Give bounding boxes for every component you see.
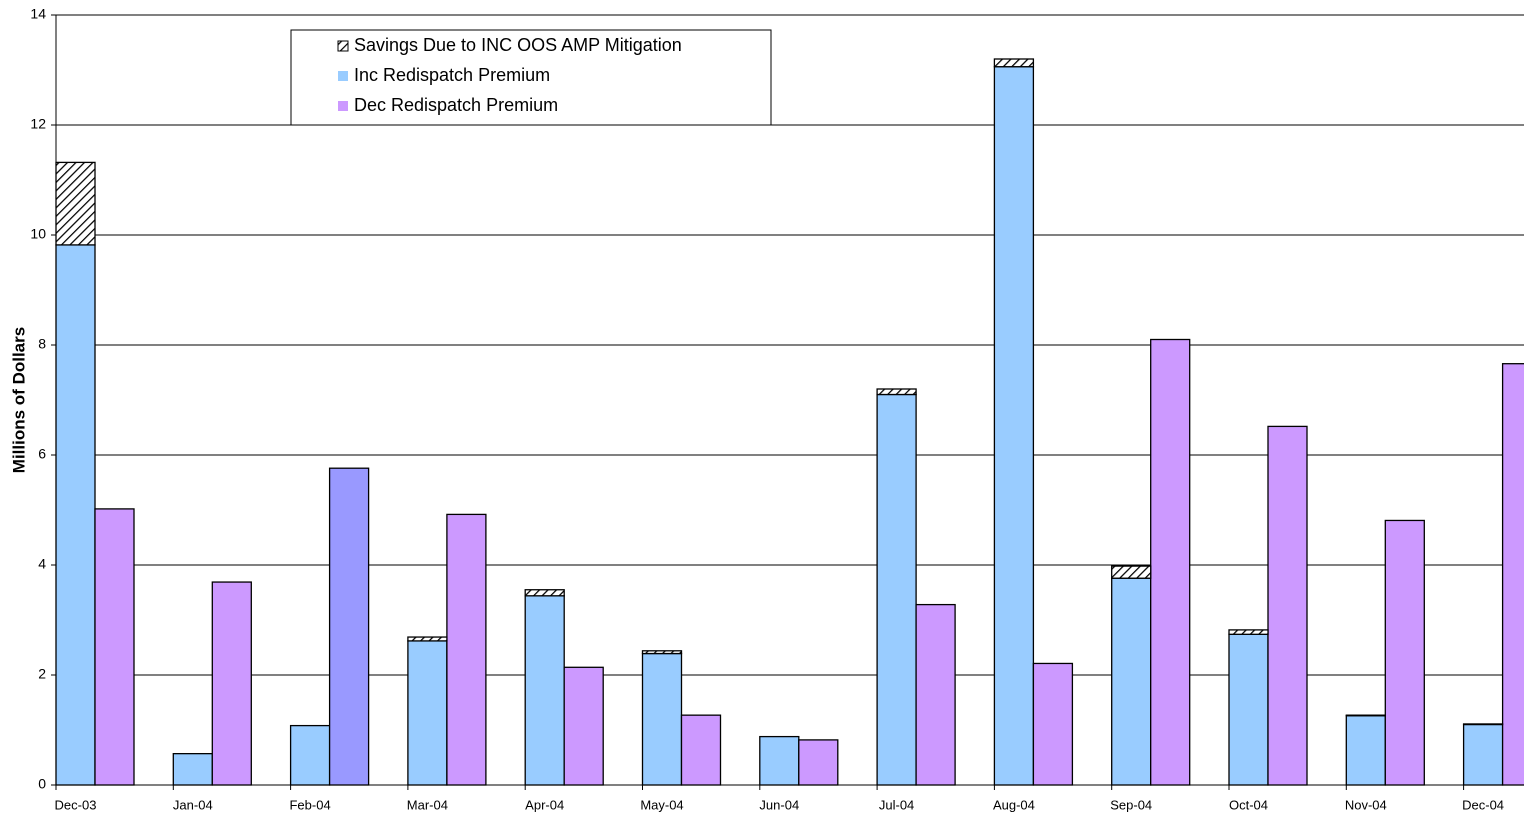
bar (328, 467, 370, 786)
bar (407, 640, 448, 786)
bar (1462, 723, 1504, 786)
stacked-bar (1111, 565, 1152, 579)
bar (1032, 662, 1074, 786)
bar (680, 714, 722, 786)
x-tick-label: Oct-04 (1229, 797, 1268, 812)
bar (876, 393, 917, 786)
stacked-bar (407, 636, 448, 642)
x-tick-label: Sep-04 (1110, 797, 1152, 812)
y-axis-title: Millions of Dollars (9, 327, 28, 473)
stacked-bar (876, 388, 917, 396)
x-tick-label: Dec-04 (1462, 797, 1504, 812)
stacked-bar (641, 650, 683, 655)
y-tick-label: 8 (38, 336, 46, 352)
bar (1228, 633, 1269, 786)
y-tick-label: 14 (30, 6, 46, 22)
bar (1267, 425, 1308, 786)
bar (993, 66, 1035, 786)
bar (1111, 577, 1152, 786)
bar (211, 581, 252, 786)
bar (172, 753, 213, 786)
x-tick-label: Dec-03 (55, 797, 97, 812)
x-tick-label: Nov-04 (1345, 797, 1387, 812)
bar (446, 513, 487, 786)
x-tick-label: Feb-04 (289, 797, 330, 812)
legend-label: Dec Redispatch Premium (354, 95, 558, 115)
stacked-bar (55, 161, 96, 246)
stacked-bar (993, 58, 1035, 68)
stacked-bar (1462, 723, 1504, 726)
legend-swatch (338, 71, 348, 81)
legend-swatch (338, 101, 348, 111)
bar (1501, 363, 1524, 786)
bar (563, 666, 604, 786)
y-tick-label: 12 (30, 116, 46, 132)
x-tick-label: Jan-04 (173, 797, 213, 812)
stacked-bar (1345, 714, 1386, 717)
bar (1150, 338, 1191, 786)
y-tick-label: 4 (38, 556, 46, 572)
bar (641, 652, 683, 786)
bar (798, 739, 839, 786)
x-tick-label: Apr-04 (525, 797, 564, 812)
x-tick-label: Jun-04 (759, 797, 799, 812)
bar (55, 244, 96, 786)
bar (759, 735, 800, 786)
bar (915, 603, 956, 786)
x-tick-label: Aug-04 (993, 797, 1035, 812)
bar (289, 724, 331, 786)
bar (94, 508, 135, 786)
stacked-bar (1228, 629, 1269, 635)
bar (1345, 715, 1386, 786)
x-tick-label: May-04 (640, 797, 683, 812)
bar (1384, 519, 1425, 786)
x-tick-label: Jul-04 (879, 797, 914, 812)
y-tick-label: 2 (38, 666, 46, 682)
legend-swatch (337, 40, 349, 52)
legend-label: Savings Due to INC OOS AMP Mitigation (354, 35, 682, 55)
x-tick-label: Mar-04 (407, 797, 448, 812)
y-tick-label: 0 (38, 776, 46, 792)
legend-box (290, 29, 772, 126)
stacked-bar (524, 589, 565, 597)
y-tick-label: 6 (38, 446, 46, 462)
legend-label: Inc Redispatch Premium (354, 65, 550, 85)
bar (524, 595, 565, 786)
y-tick-label: 10 (30, 226, 46, 242)
